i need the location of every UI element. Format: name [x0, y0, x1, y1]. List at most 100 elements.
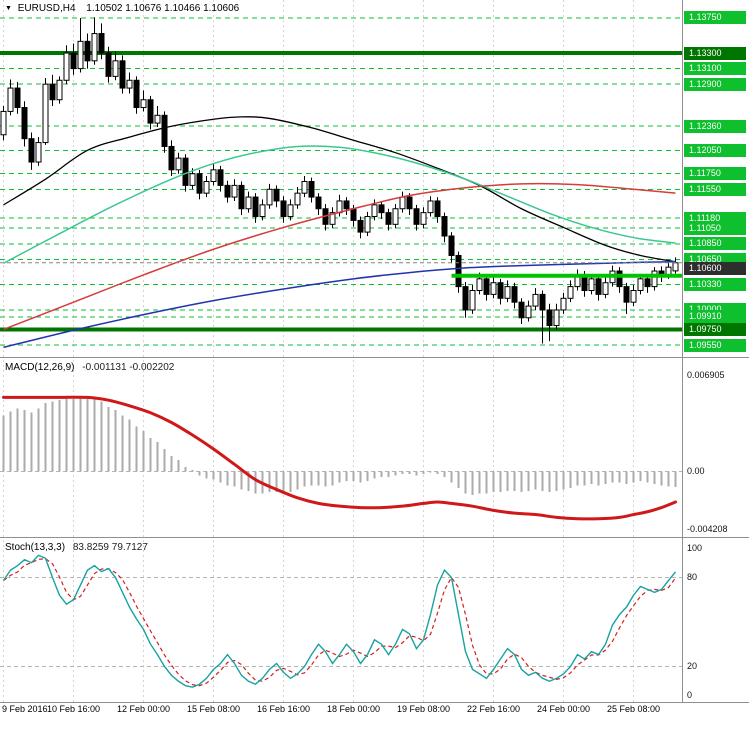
bull-candle	[602, 282, 609, 295]
stoch-scale-80: 80	[687, 572, 698, 582]
bear-candle	[238, 184, 245, 210]
time-axis-label: 9 Feb 2016	[2, 704, 48, 714]
bear-candle	[98, 33, 105, 54]
bull-candle	[77, 40, 84, 70]
bear-candle	[441, 216, 448, 237]
macd-values: -0.001131 -0.002202	[82, 362, 175, 373]
stoch-indicator-label: Stoch(13,3,3) 83.8259 79.7127	[5, 542, 148, 553]
bear-candle	[378, 204, 385, 214]
bull-candle	[371, 204, 378, 218]
bull-candle	[672, 262, 679, 272]
bull-candle	[56, 79, 63, 101]
bull-candle	[469, 290, 476, 311]
bull-candle	[329, 212, 336, 225]
panel-dividers	[0, 0, 749, 703]
bull-candle	[553, 309, 560, 327]
bull-candle	[126, 79, 133, 89]
bear-candle	[343, 200, 350, 210]
bear-candle	[105, 52, 112, 77]
stoch-scale-0: 0	[687, 690, 693, 700]
bear-candle	[133, 79, 140, 109]
stoch-k-line	[2, 554, 677, 688]
bear-candle	[196, 173, 203, 194]
bear-candle	[616, 270, 623, 288]
bull-candle	[364, 216, 371, 233]
bull-candle	[420, 212, 427, 225]
bull-candle	[301, 180, 308, 194]
bear-candle	[644, 278, 651, 288]
bear-candle	[406, 196, 413, 210]
bull-candle	[266, 188, 273, 206]
bull-candle	[231, 184, 238, 198]
bull-candle	[210, 169, 217, 182]
bull-candle	[567, 286, 574, 299]
macd-signal-line	[2, 395, 677, 521]
bear-candle	[483, 278, 490, 295]
bull-candle	[91, 33, 98, 62]
bull-candle	[651, 270, 658, 288]
bull-candle	[112, 60, 119, 77]
bull-candle	[63, 52, 70, 81]
stoch-scale-20: 20	[687, 661, 698, 671]
macd-histogram	[2, 395, 677, 496]
time-axis-label: 10 Feb 16:00	[46, 704, 101, 714]
bear-candle	[434, 200, 441, 218]
ohlc-values: 1.10502 1.10676 1.10466 1.10606	[86, 3, 240, 14]
bull-candle	[0, 110, 7, 136]
bear-candle	[161, 114, 168, 147]
bull-candle	[532, 293, 539, 307]
bear-candle	[315, 196, 322, 210]
bull-candle	[637, 278, 644, 292]
time-axis-label: 12 Feb 00:00	[116, 704, 171, 714]
macd-scale-min: -0.004208	[687, 524, 728, 534]
time-axis: 9 Feb 2016 10 Feb 16:00 12 Feb 00:00 15 Feb…	[0, 704, 749, 720]
bear-candle	[455, 254, 462, 288]
bear-candle	[546, 309, 553, 327]
bull-candle	[7, 87, 14, 112]
time-axis-label: 24 Feb 00:00	[536, 704, 591, 714]
indicator-gridlines	[0, 470, 682, 667]
bull-candle	[336, 200, 343, 214]
bear-candle	[119, 60, 126, 89]
ohlc-header: ▼ EURUSD,H4 1.10502 1.10676 1.10466 1.10…	[5, 3, 239, 14]
bull-candle	[189, 173, 196, 186]
ma-green	[3, 145, 676, 264]
time-axis-label: 19 Feb 08:00	[396, 704, 451, 714]
bull-candle	[287, 204, 294, 218]
bear-candle	[182, 157, 189, 186]
time-axis-label: 15 Feb 08:00	[186, 704, 241, 714]
bear-candle	[217, 169, 224, 186]
bear-candle	[252, 196, 259, 218]
bear-candle	[84, 40, 91, 62]
bull-candle	[203, 180, 210, 194]
time-axis-label: 16 Feb 16:00	[256, 704, 311, 714]
bull-candle	[560, 297, 567, 311]
bear-candle	[28, 138, 35, 163]
vertical-gridlines	[3, 0, 634, 702]
bear-candle	[273, 188, 280, 202]
bull-candle	[245, 196, 252, 210]
bear-candle	[21, 107, 28, 140]
bear-candle	[168, 145, 175, 171]
bull-candle	[399, 196, 406, 210]
bear-candle	[413, 208, 420, 225]
bull-candle	[154, 114, 161, 124]
bull-candle	[630, 290, 637, 303]
bear-candle	[385, 212, 392, 225]
bear-candle	[511, 286, 518, 303]
bear-candle	[448, 235, 455, 256]
ma-blue	[3, 260, 676, 349]
bull-candle	[35, 142, 42, 163]
bear-candle	[49, 83, 56, 101]
stoch-values: 83.8259 79.7127	[72, 542, 148, 553]
bear-candle	[14, 87, 21, 109]
bear-candle	[595, 278, 602, 295]
bull-candle	[294, 192, 301, 206]
bear-candle	[357, 219, 364, 233]
bear-candle	[70, 52, 77, 70]
candlestick-series	[0, 17, 679, 344]
stoch-scale-100: 100	[687, 543, 703, 553]
bear-candle	[147, 99, 154, 124]
